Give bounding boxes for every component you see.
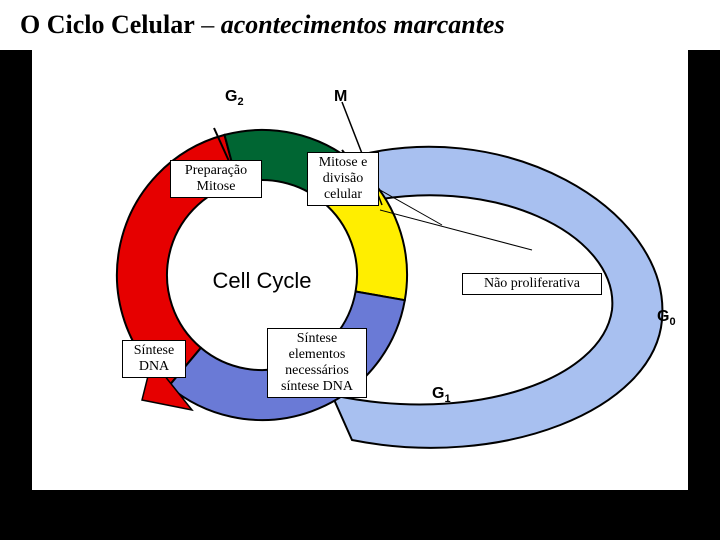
box-prep-mitose: Preparação Mitose [170, 160, 262, 198]
box-nao-prolif: Não proliferativa [462, 273, 602, 295]
cycle-svg [32, 50, 688, 490]
phase-g0: G0 [657, 308, 676, 328]
title-bold: O Ciclo Celular [20, 10, 195, 39]
phase-g1: G1 [432, 385, 451, 405]
phase-g2: G2 [225, 88, 244, 108]
title-sep: – [195, 10, 221, 39]
box-sintese-elem: Síntese elementos necessários síntese DN… [267, 328, 367, 398]
title-italic: acontecimentos marcantes [221, 10, 505, 39]
center-label: Cell Cycle [187, 268, 337, 294]
title-bar: O Ciclo Celular – acontecimentos marcant… [0, 0, 720, 50]
box-mitose-div: Mitose e divisão celular [307, 152, 379, 206]
page-title: O Ciclo Celular – acontecimentos marcant… [20, 10, 505, 40]
box-sintese-dna: Síntese DNA [122, 340, 186, 378]
phase-m: M [334, 88, 347, 106]
diagram-panel: G2 M S G1 G0 Cell Cycle Preparação Mitos… [32, 50, 688, 490]
phase-s: S [86, 350, 97, 368]
